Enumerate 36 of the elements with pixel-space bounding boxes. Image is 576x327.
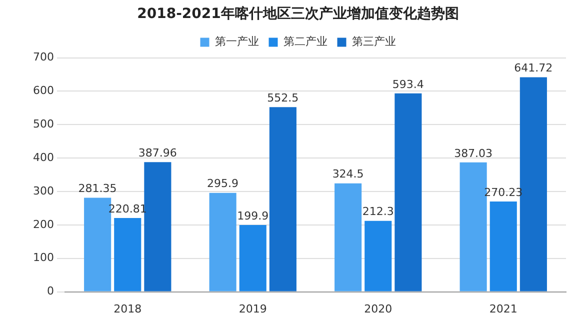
data-label: 199.9 bbox=[237, 209, 269, 222]
bar bbox=[334, 183, 362, 292]
x-tick-label: 2019 bbox=[238, 302, 267, 316]
x-tick-label: 2018 bbox=[114, 302, 142, 316]
bar bbox=[490, 201, 517, 292]
legend-label: 第三产业 bbox=[352, 35, 396, 48]
data-label: 295.9 bbox=[207, 177, 239, 190]
y-tick-label: 400 bbox=[32, 150, 54, 164]
data-label: 641.72 bbox=[514, 62, 553, 75]
y-tick-label: 100 bbox=[32, 251, 54, 264]
data-label: 593.4 bbox=[392, 78, 424, 91]
data-label: 212.3 bbox=[362, 205, 394, 218]
x-tick-label: 2020 bbox=[364, 302, 392, 316]
data-label: 552.5 bbox=[267, 91, 299, 104]
y-tick-label: 600 bbox=[32, 84, 54, 98]
data-label: 387.96 bbox=[138, 146, 177, 160]
x-tick-label: 2021 bbox=[489, 302, 518, 316]
bar bbox=[239, 224, 266, 292]
legend-label: 第二产业 bbox=[283, 35, 328, 48]
bar bbox=[144, 162, 172, 292]
data-label: 387.03 bbox=[454, 146, 493, 160]
bar bbox=[460, 162, 487, 292]
y-tick-label: 200 bbox=[32, 218, 54, 231]
bar bbox=[269, 107, 296, 292]
chart-title: 2018-2021年喀什地区三次产业增加值变化趋势图 bbox=[137, 5, 459, 22]
data-label: 281.35 bbox=[78, 182, 117, 196]
data-label: 324.5 bbox=[332, 168, 364, 181]
y-tick-label: 500 bbox=[32, 118, 54, 131]
y-tick-label: 0 bbox=[46, 284, 54, 298]
legend-label: 第一产业 bbox=[214, 35, 259, 48]
bar bbox=[394, 93, 422, 292]
y-tick-label: 300 bbox=[32, 184, 54, 198]
bar bbox=[209, 192, 236, 292]
bar bbox=[364, 220, 392, 292]
bar bbox=[114, 218, 142, 292]
y-tick-label: 700 bbox=[32, 50, 54, 64]
